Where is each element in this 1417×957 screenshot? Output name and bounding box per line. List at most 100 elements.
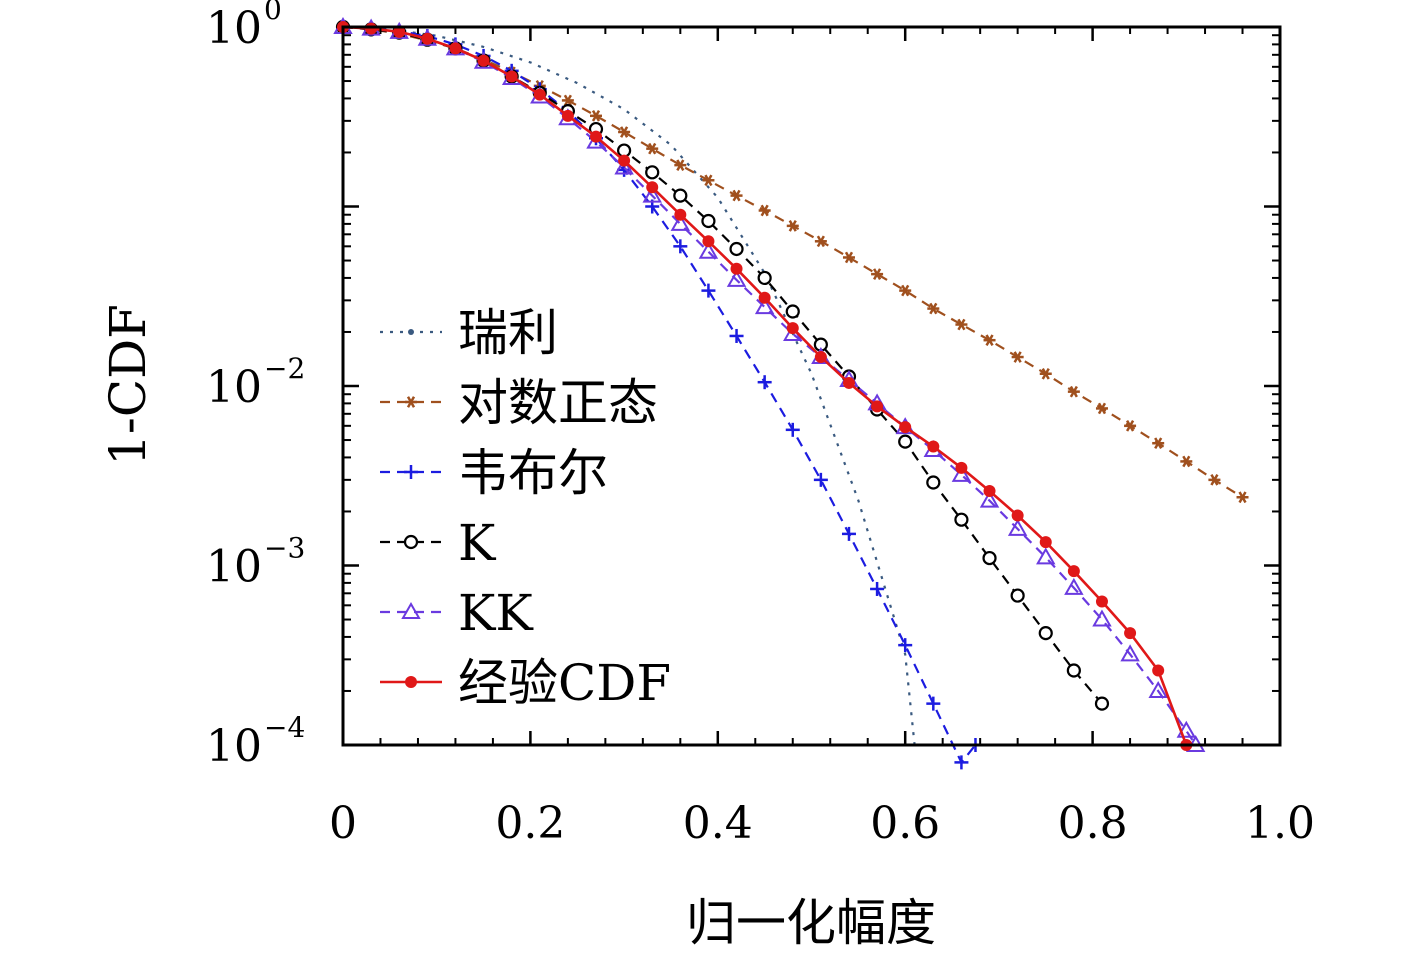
- x-tick-label: 0.8: [1058, 798, 1128, 849]
- series-layer: [333, 16, 1249, 770]
- x-tick-label: 0: [329, 798, 357, 849]
- legend-label: 经验CDF: [458, 654, 671, 712]
- data-point: [1067, 565, 1080, 578]
- legend-label: 对数正态: [458, 374, 658, 432]
- data-point: [1039, 367, 1052, 380]
- ticks-layer: [341, 25, 1282, 747]
- legend-swatch-marker-stroke: [406, 396, 416, 408]
- data-point: [983, 485, 996, 498]
- data-point: [842, 376, 855, 389]
- data-point: [1236, 491, 1249, 504]
- data-point-stroke: [901, 284, 910, 297]
- data-point: [646, 181, 659, 194]
- data-point: [927, 302, 940, 315]
- data-point: [1124, 420, 1137, 432]
- data-point: [646, 142, 659, 155]
- data-point-stroke: [760, 204, 769, 217]
- data-point: [670, 213, 691, 231]
- data-point: [757, 270, 772, 286]
- data-point: [842, 251, 855, 264]
- data-point-stroke: [1238, 491, 1247, 504]
- data-point: [1010, 588, 1025, 603]
- data-point: [702, 174, 715, 187]
- data-point: [814, 351, 827, 364]
- data-point: [1038, 626, 1053, 641]
- data-point: [589, 130, 602, 143]
- data-point: [1120, 644, 1140, 662]
- series-3: [335, 19, 1110, 711]
- data-point: [393, 25, 406, 38]
- data-point-stroke: [873, 268, 882, 280]
- data-point: [899, 284, 912, 297]
- data-point-stroke: [1069, 385, 1078, 398]
- data-point: [785, 422, 800, 437]
- data-point-stroke: [816, 235, 825, 248]
- data-point: [1180, 455, 1193, 468]
- data-point: [954, 512, 969, 527]
- data-point: [1011, 351, 1024, 363]
- y-tick-exponent: 0: [264, 0, 282, 26]
- data-point: [674, 159, 687, 171]
- y-tick-label: 10: [206, 721, 262, 772]
- data-point: [1148, 680, 1168, 698]
- series-line: [342, 25, 916, 746]
- data-point: [786, 220, 799, 232]
- data-point: [673, 188, 688, 203]
- data-point: [955, 318, 968, 331]
- data-point-stroke: [563, 94, 572, 107]
- data-point: [1092, 609, 1112, 627]
- y-tick-exponent: −4: [264, 711, 305, 744]
- data-point-stroke: [732, 189, 741, 202]
- data-point: [674, 208, 687, 221]
- data-point: [730, 189, 743, 202]
- legend-item: KK: [380, 584, 534, 642]
- y-axis-title: 1-CDF: [99, 304, 157, 466]
- labels-layer: 0 0.2 0.4 0.6 0.8 1.010 010 −210 −310 −4: [206, 0, 1315, 849]
- legend-item: 瑞利: [380, 304, 558, 362]
- data-point: [1094, 696, 1110, 711]
- data-point: [927, 440, 940, 453]
- data-point: [785, 304, 800, 319]
- y-tick-exponent: −2: [264, 352, 305, 385]
- data-point-stroke: [1154, 437, 1163, 450]
- data-point: [841, 526, 856, 541]
- data-point: [951, 464, 972, 482]
- data-point: [870, 581, 885, 596]
- data-point: [618, 126, 631, 138]
- legend-swatch-marker: [404, 465, 418, 479]
- data-point-stroke: [591, 110, 601, 122]
- data-point: [926, 696, 941, 711]
- data-point: [898, 434, 913, 449]
- legend-label: KK: [458, 584, 534, 642]
- legend-item: 韦布尔: [380, 444, 608, 502]
- data-point-stroke: [844, 251, 854, 264]
- data-point: [1036, 547, 1056, 565]
- y-tick-label: 10: [206, 542, 262, 593]
- legend-label: 韦布尔: [458, 444, 608, 502]
- legend-swatch-marker: [405, 676, 417, 688]
- series-line: [342, 25, 977, 765]
- data-point: [561, 109, 574, 122]
- data-point-stroke: [1125, 420, 1135, 432]
- series-line: [342, 25, 1103, 705]
- x-tick-label: 1.0: [1245, 798, 1315, 849]
- x-axis-title: 归一化幅度: [686, 894, 936, 952]
- data-point: [726, 269, 747, 287]
- legend-swatch-marker: [405, 396, 417, 408]
- data-point: [702, 235, 715, 248]
- data-point: [982, 550, 997, 566]
- data-point: [701, 213, 716, 229]
- data-point: [926, 475, 941, 490]
- data-point-stroke: [929, 302, 938, 315]
- legend-swatch-marker: [408, 329, 414, 335]
- data-point: [365, 22, 378, 35]
- data-point: [813, 472, 828, 487]
- data-point: [645, 165, 660, 180]
- data-point: [871, 400, 884, 413]
- legend-label: 瑞利: [458, 304, 558, 362]
- data-point-stroke: [620, 126, 629, 138]
- legend-item: 对数正态: [380, 374, 658, 432]
- data-point: [698, 241, 719, 259]
